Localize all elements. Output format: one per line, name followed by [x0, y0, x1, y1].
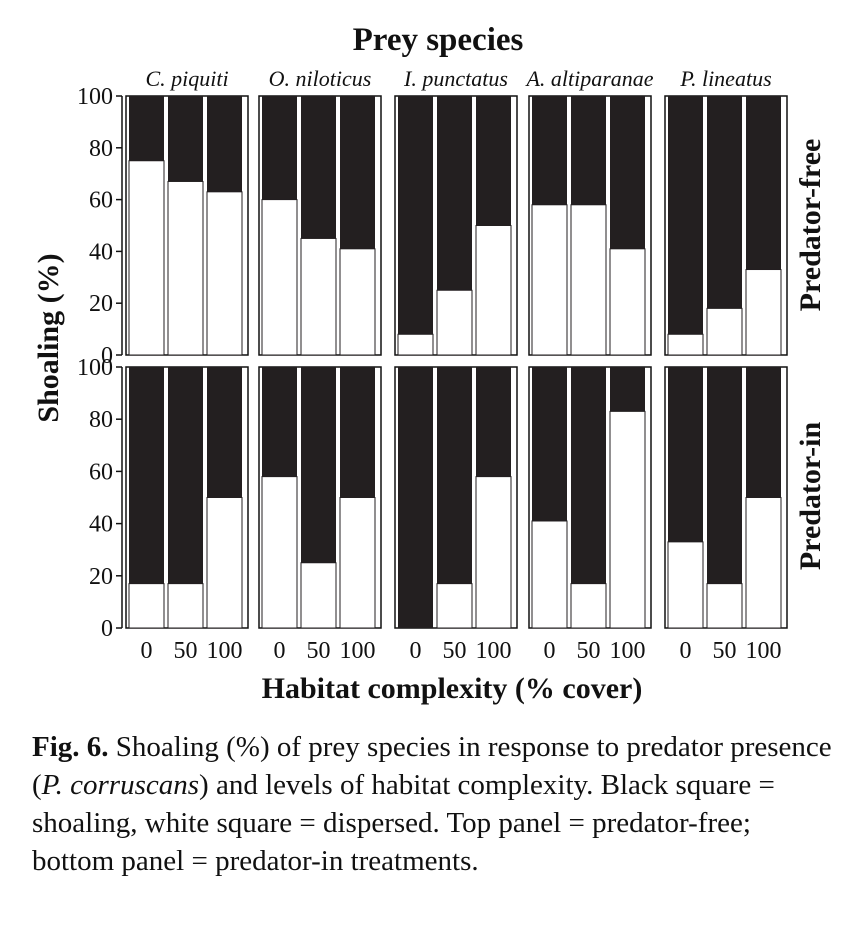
bar-dispersed	[706, 583, 743, 629]
y-tick-label: 60	[89, 459, 113, 485]
bar-dispersed	[570, 583, 607, 629]
bar-dispersed	[339, 497, 376, 629]
bar-dispersed	[531, 520, 568, 629]
y-tick-label: 20	[89, 564, 113, 590]
bar-dispersed	[531, 204, 568, 356]
bar-dispersed	[339, 248, 376, 356]
x-tick-label: 100	[746, 638, 782, 664]
bar-dispersed	[206, 497, 243, 629]
y-tick-label: 80	[89, 407, 113, 433]
bar-dispersed	[167, 583, 204, 629]
caption-predator-name: P. corruscans	[41, 769, 200, 801]
bar-dispersed	[667, 541, 704, 629]
bar-shoaling	[398, 96, 433, 355]
species-label: C. piquiti	[145, 66, 228, 91]
figure-caption: Fig. 6. Shoaling (%) of prey species in …	[32, 728, 832, 880]
y-tick-label: 100	[77, 84, 113, 110]
chart-title: Prey species	[353, 22, 524, 58]
y-tick-label: 0	[101, 616, 113, 642]
bar-dispersed	[570, 204, 607, 356]
row-label-predator-free: Predator-free	[794, 139, 827, 312]
x-tick-label: 0	[141, 638, 153, 664]
y-tick-label: 100	[77, 355, 113, 381]
bar-dispersed	[206, 191, 243, 356]
shoaling-chart: Prey species Shoaling (%) Habitat comple…	[32, 22, 827, 705]
bar-dispersed	[261, 199, 298, 356]
species-label: O. niloticus	[269, 66, 372, 91]
species-label: P. lineatus	[679, 66, 771, 91]
y-axis-label: Shoaling (%)	[32, 253, 65, 422]
bar-dispersed	[475, 476, 512, 629]
x-tick-label: 50	[577, 638, 601, 664]
x-tick-label: 100	[340, 638, 376, 664]
x-tick-label: 100	[610, 638, 646, 664]
bar-dispersed	[745, 497, 782, 629]
bar-shoaling	[668, 96, 703, 355]
x-tick-label: 50	[713, 638, 737, 664]
caption-text-1: Shoaling (%) of prey species in response…	[32, 731, 832, 801]
y-tick-label: 40	[89, 239, 113, 265]
chart-panels: C. piquiti O. niloticus I. punctatus A. alt…	[77, 66, 788, 664]
x-tick-label: 0	[274, 638, 286, 664]
bar-dispersed	[128, 583, 165, 629]
x-tick-label: 0	[680, 638, 692, 664]
caption-label: Fig. 6.	[32, 731, 109, 763]
bar-dispersed	[167, 180, 204, 356]
x-tick-label: 50	[174, 638, 198, 664]
bar-dispersed	[609, 410, 646, 629]
bar-dispersed	[475, 225, 512, 356]
y-tick-label: 40	[89, 512, 113, 538]
x-tick-label: 100	[476, 638, 512, 664]
x-tick-label: 0	[544, 638, 556, 664]
bar-dispersed	[609, 248, 646, 356]
y-tick-label: 80	[89, 136, 113, 162]
bar-dispersed	[745, 269, 782, 356]
x-tick-label: 50	[307, 638, 331, 664]
bar-dispersed	[436, 583, 473, 629]
bar-dispersed	[436, 289, 473, 356]
x-tick-label: 50	[443, 638, 467, 664]
x-axis-label: Habitat complexity (% cover)	[262, 672, 643, 705]
row-label-predator-in: Predator-in	[794, 422, 827, 571]
bar-dispersed	[300, 237, 337, 356]
y-tick-label: 60	[89, 188, 113, 214]
species-label: I. punctatus	[403, 66, 508, 91]
x-tick-label: 100	[207, 638, 243, 664]
y-tick-label: 0	[101, 343, 113, 369]
bar-shoaling	[398, 367, 433, 628]
x-tick-label: 0	[410, 638, 422, 664]
caption-text-2: ) and levels of habitat complexity. Blac…	[32, 769, 775, 877]
bar-dispersed	[300, 562, 337, 629]
species-label: A. altiparanae	[524, 66, 653, 91]
bar-dispersed	[128, 160, 165, 356]
bar-dispersed	[261, 476, 298, 629]
bar-dispersed	[667, 333, 704, 356]
bar-dispersed	[397, 333, 434, 356]
y-tick-label: 20	[89, 291, 113, 317]
bar-dispersed	[706, 307, 743, 356]
